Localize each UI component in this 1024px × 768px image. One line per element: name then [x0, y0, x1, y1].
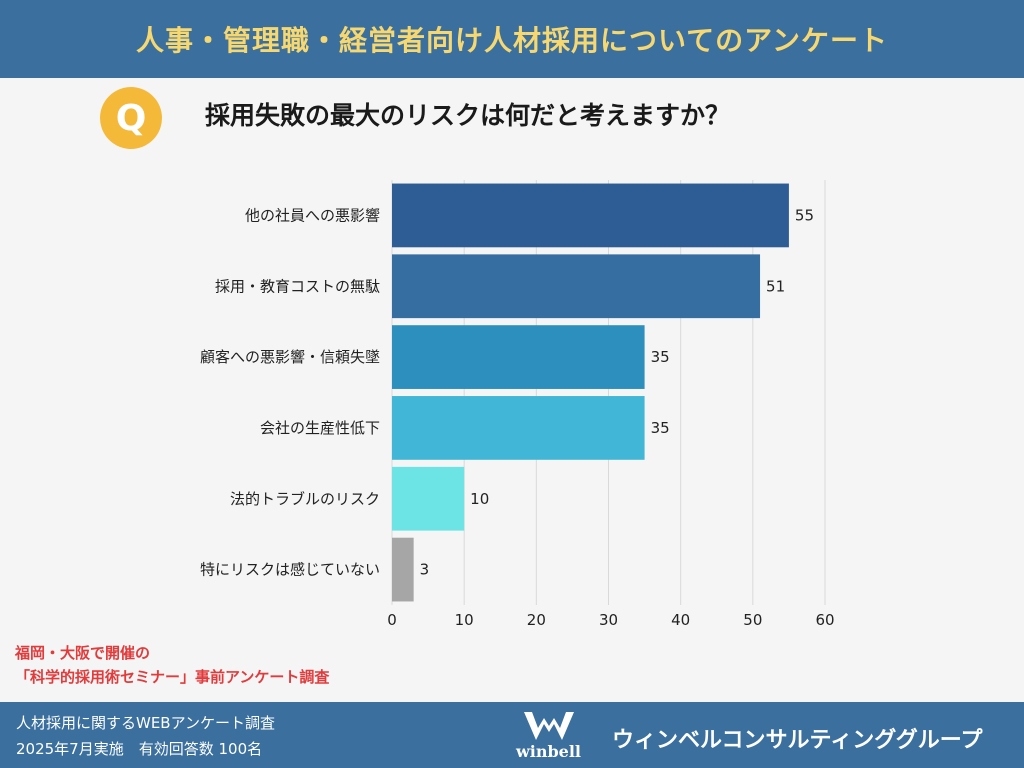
- category-label: 採用・教育コストの無駄: [215, 277, 380, 295]
- x-tick-label: 0: [387, 611, 397, 629]
- survey-note-line1: 福岡・大阪で開催の: [15, 644, 151, 662]
- question-badge-letter: Q: [115, 97, 147, 139]
- company-name: ウィンベルコンサルティンググループ: [612, 728, 983, 753]
- question-badge: Q: [100, 87, 162, 149]
- value-label: 3: [420, 561, 430, 579]
- value-label: 10: [470, 490, 489, 508]
- winbell-logo-text: winbell: [516, 742, 582, 761]
- category-label: 顧客への悪影響・信頼失墜: [200, 348, 380, 366]
- category-label: 法的トラブルのリスク: [230, 490, 380, 508]
- header-title: 人事・管理職・経営者向け人材採用についてのアンケート: [135, 24, 889, 57]
- value-label: 51: [766, 277, 785, 295]
- bar-chart: 0 10 20 30 40 50 60 他の社員への悪影響 55 採用・教育コストの無駄 51 顧客へ…: [200, 180, 835, 629]
- bar: [392, 254, 761, 319]
- x-tick-label: 50: [743, 611, 762, 629]
- survey-note-line2: 「科学的採用術セミナー」事前アンケート調査: [15, 668, 330, 686]
- bar: [392, 325, 645, 389]
- footer-survey-date: 2025年7月実施 有効回答数 100名: [16, 740, 263, 758]
- x-tick-label: 10: [455, 611, 474, 629]
- bar: [392, 183, 789, 248]
- category-label: 他の社員への悪影響: [245, 206, 380, 224]
- value-label: 35: [651, 348, 670, 366]
- category-label: 特にリスクは感じていない: [200, 561, 380, 579]
- bar: [392, 466, 465, 531]
- bar: [392, 396, 645, 460]
- bar: [392, 537, 414, 602]
- footer-bar: 人材採用に関するWEBアンケート調査 2025年7月実施 有効回答数 100名 …: [0, 702, 1024, 768]
- x-tick-label: 60: [815, 611, 834, 629]
- x-tick-label: 20: [527, 611, 546, 629]
- winbell-logo-icon: [524, 712, 574, 740]
- question-text: 採用失敗の最大のリスクは何だと考えますか？: [205, 101, 731, 130]
- footer-survey-title: 人材採用に関するWEBアンケート調査: [16, 714, 276, 732]
- x-tick-label: 30: [599, 611, 618, 629]
- category-label: 会社の生産性低下: [260, 419, 380, 437]
- x-tick-label: 40: [671, 611, 690, 629]
- header-banner: 人事・管理職・経営者向け人材採用についてのアンケート: [0, 0, 1024, 78]
- value-label: 55: [795, 206, 814, 224]
- value-label: 35: [651, 419, 670, 437]
